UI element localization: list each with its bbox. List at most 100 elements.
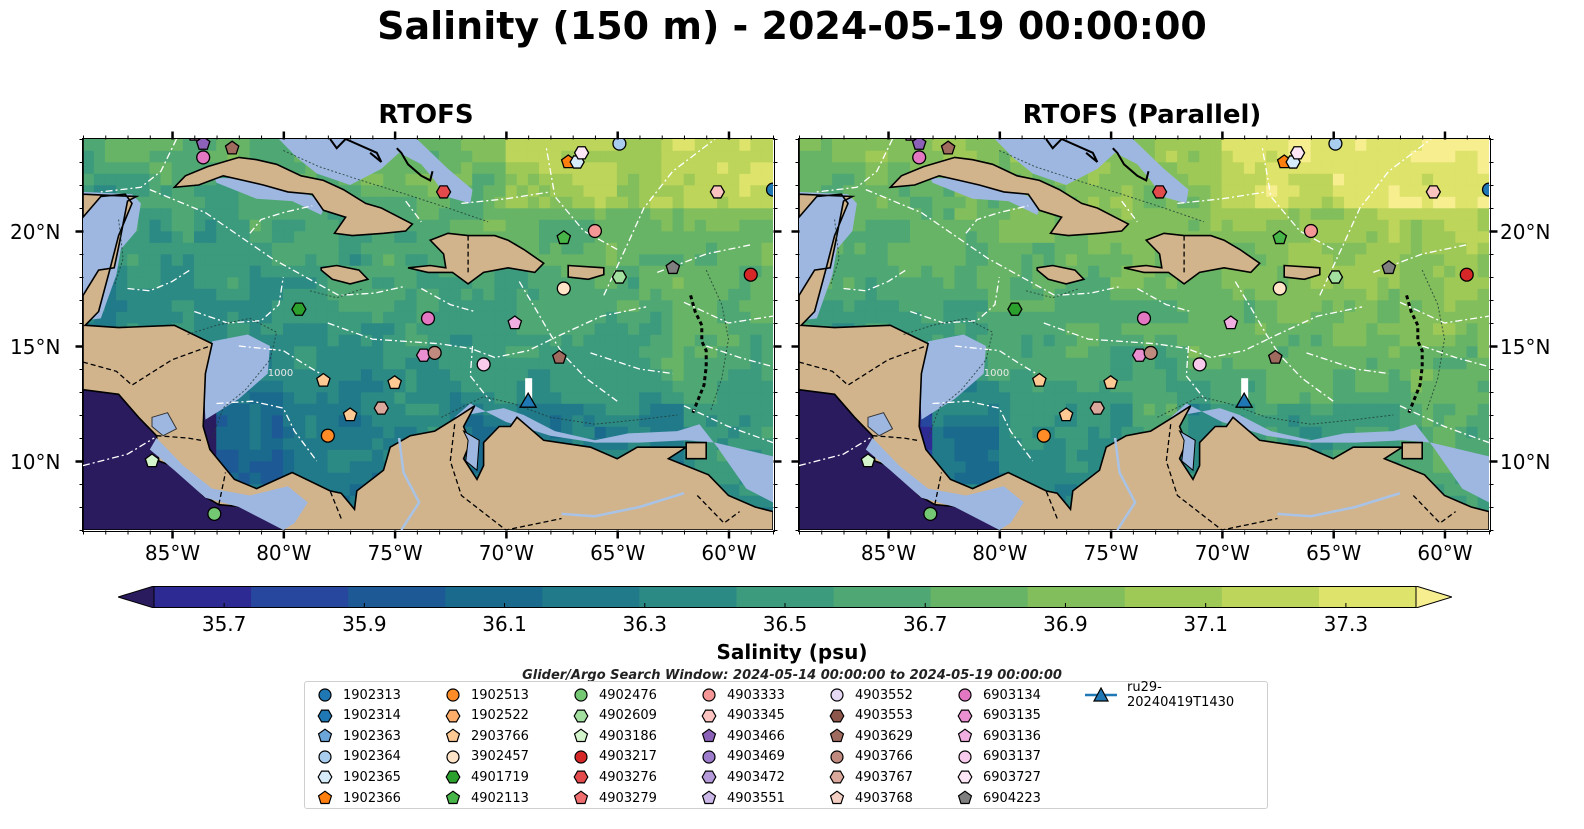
float-marker-6903137 [476,357,491,372]
map-svg: 1000 [83,139,773,530]
legend-label: 4901719 [471,769,529,785]
float-marker-4902113 [556,230,572,245]
legend-marker-hexagon-icon [445,770,461,784]
legend-marker-pentagon-icon [445,790,461,805]
legend-marker-hexagon-icon [317,709,333,723]
legend-item: 4903469 [701,747,785,767]
eez-boundaries [83,139,773,467]
latitude-tick-label-right: 10°N [1500,449,1551,474]
legend-marker-circle-icon [958,688,972,702]
legend-marker-hexagon-icon [573,770,589,784]
longitude-tick-label: 75°W [367,541,423,565]
float-marker-4903276 [1151,185,1168,199]
colorbar-tick-label: 36.5 [762,612,808,636]
bathymetry-contours [829,150,1446,439]
legend-marker-hexagon-icon [957,770,973,784]
legend-label: 6903135 [983,708,1041,724]
legend-label: 4902476 [599,687,657,703]
legend-label: 4903552 [855,687,913,703]
float-marker-4903766 [427,345,442,360]
legend-marker-hexagon-icon [317,770,333,784]
float-marker-4903333 [1303,223,1319,239]
float-marker-2903766 [342,407,358,422]
float-marker-6903134 [912,150,927,165]
legend-marker-hexagon-icon [701,770,717,784]
legend-marker-circle-icon [830,750,844,764]
colorbar [116,585,1454,609]
legend-marker-circle-icon [958,750,972,764]
legend-item: 4903279 [573,788,657,808]
legend-label: 4903629 [855,728,913,744]
legend-item: 1902365 [317,767,401,787]
legend: 1902313 1902314 1902363 1902364 1902365 19023… [304,680,1268,809]
legend-marker-hexagon-icon [829,709,845,723]
legend-label: 2903766 [471,728,529,744]
float-marker-4903345 [1425,185,1442,199]
float-marker-6903136 [189,139,200,141]
legend-item: 4903553 [829,706,913,726]
legend-item: 6903136 [957,726,1041,746]
colorbar-tick-label: 35.7 [201,612,247,636]
longitude-tick-label: 75°W [1083,541,1139,565]
panel-title-rtofs: RTOFS [378,100,474,130]
colorbar-tick-label: 35.9 [342,612,387,636]
float-marker-6904223 [665,259,681,275]
legend-item: 4902609 [573,706,657,726]
float-marker-4903186 [860,453,876,468]
legend-marker-pentagon-icon [573,790,589,805]
legend-label: 4902113 [471,790,529,806]
legend-marker-hexagon-icon [573,709,589,723]
legend-marker-circle-icon [702,750,716,764]
float-marker-3902457 [556,281,571,296]
search-window-caption: Glider/Argo Search Window: 2024-05-14 00… [522,668,1062,683]
legend-label: 3902457 [471,749,529,765]
float-marker-4903629 [1267,349,1283,364]
legend-label: 1902364 [343,749,401,765]
float-marker-4902476 [207,506,222,521]
float-marker-4903767 [1089,401,1106,415]
legend-label: ru29-20240419T1430 [1127,680,1235,710]
latitude-tick-label-left: 10°N [10,449,61,474]
map-panel-rtofs-parallel: 1000 [798,138,1491,532]
legend-item: 3902457 [445,747,529,767]
legend-marker-triangle-icon [1085,687,1117,702]
legend-label: 4903767 [855,769,913,785]
legend-item: 2903766 [445,726,529,746]
legend-item: 6903135 [957,706,1041,726]
float-marker-1902513 [1036,428,1051,443]
legend-label: 4903466 [727,728,785,744]
legend-label: 1902522 [471,708,529,724]
map-svg: 1000 [799,139,1489,530]
legend-item: 1902314 [317,706,401,726]
legend-item: 4903768 [829,788,913,808]
colorbar-tick-label: 36.9 [1043,612,1088,636]
legend-label: 4903768 [855,790,913,806]
legend-marker-circle-icon [830,688,844,702]
float-marker-4903767 [373,401,390,415]
legend-label: 4903186 [599,728,657,744]
bathymetry-label: 1000 [268,368,293,379]
legend-label: 1902513 [471,687,529,703]
legend-item: 4903276 [573,767,657,787]
glider-marker [519,391,538,408]
legend-marker-pentagon-icon [829,728,845,743]
legend-item: 6903137 [957,747,1041,767]
float-marker-6903135 [1131,348,1148,362]
longitude-tick-label: 65°W [590,541,646,565]
legend-item: 4903217 [573,747,657,767]
legend-label: 6904223 [983,790,1041,806]
legend-item: 4903629 [829,726,913,746]
glider-track [525,378,533,402]
float-marker-6904223 [1381,259,1397,275]
float-marker-4903217 [743,267,758,282]
legend-marker-hexagon-icon [701,709,717,723]
float-marker-6903134 [196,150,211,165]
legend-item: 4903333 [701,685,785,705]
legend-label: 4903551 [727,790,785,806]
colorbar-tick-label: 37.1 [1183,612,1228,636]
float-markers [144,139,773,521]
float-marker-6903137 [1192,357,1207,372]
legend-item: 6903134 [957,685,1041,705]
legend-label: 6903727 [983,769,1041,785]
float-marker-2903766 [1103,374,1119,390]
